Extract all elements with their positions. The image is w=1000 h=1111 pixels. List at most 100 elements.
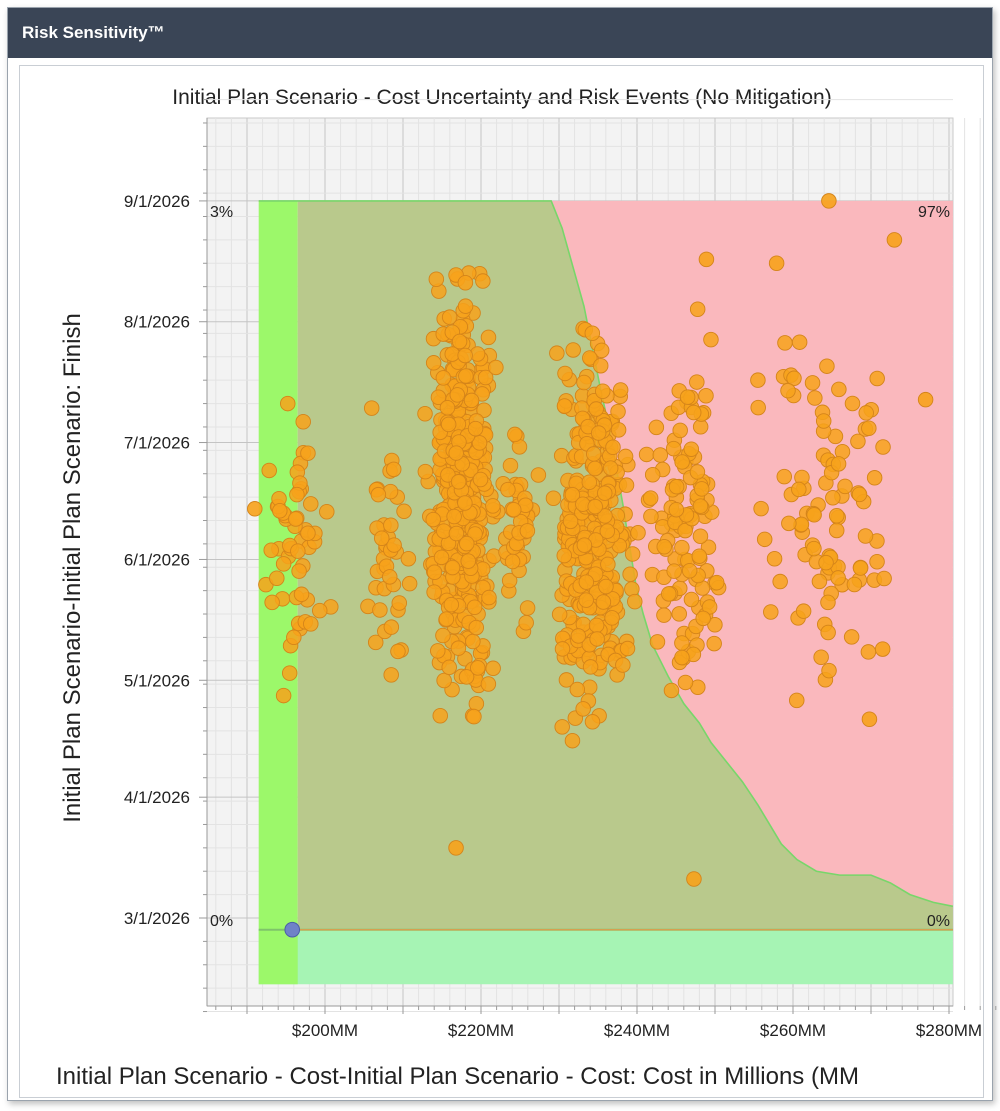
scatter-point [291,563,307,579]
scatter-point [390,643,406,660]
scatter-point [788,692,805,709]
scatter-point [665,440,682,457]
scatter-point [663,682,680,699]
scatter-point [674,539,690,556]
scatter-point [846,576,863,593]
scatter-point [588,401,604,417]
scatter-point [530,467,547,483]
scatter-point [450,474,467,490]
scatter-point [570,628,587,644]
scatter-point [610,403,626,420]
scatter-point [457,275,474,291]
scatter-point [465,633,481,650]
scatter-point [844,395,861,412]
scatter-point [766,551,783,567]
scatter-point [500,481,516,498]
scatter-point [425,355,442,371]
y-axis-label: Initial Plan Scenario-Initial Plan Scena… [59,313,86,823]
scatter-point [656,607,672,623]
scatter-point [391,595,408,611]
scatter-point [599,523,616,539]
scatter-point [439,399,456,416]
scatter-point [643,508,659,525]
scatter-point [381,569,398,585]
scatter-point [269,570,285,587]
scatter-point [830,456,847,472]
scatter-points [247,193,934,938]
scatter-point [435,370,452,386]
scatter-point [457,495,473,511]
scatter-point [505,501,522,518]
scatter-point [426,584,442,600]
scatter-point [821,193,837,209]
scatter-point [549,345,565,361]
scatter-point [851,486,868,503]
scatter-point [400,550,417,567]
scatter-point [581,474,598,491]
scatter-point [443,596,460,613]
scatter-point [401,575,418,592]
scatter-point [706,635,722,652]
scatter-point [850,433,866,450]
chart-title: Initial Plan Scenario - Cost Uncertainty… [172,86,831,109]
scatter-point [595,594,612,610]
scatter-point [518,615,534,631]
scatter-point [459,535,475,552]
scatter-point [444,559,461,576]
scatter-point [564,487,581,503]
x-tick-label: $200MM [292,1021,358,1040]
scatter-point [703,331,719,348]
scatter-point [551,606,568,623]
scatter-point [426,564,443,580]
scatter-point [594,383,611,400]
scatter-point [668,478,685,495]
scatter-point [557,365,573,382]
scatter-point [386,537,402,553]
scatter-point [661,586,677,602]
scatter-point [815,413,832,429]
scatter-point [674,649,690,666]
scatter-point [502,457,519,474]
scatter-point [300,445,316,461]
scatter-point [588,617,605,634]
scatter-point [556,547,573,564]
scatter-point [457,298,474,314]
scatter-point [708,574,725,591]
scatter-point [383,517,399,533]
scatter-point [813,649,829,666]
scatter-point [825,490,841,506]
scatter-point [433,549,450,566]
scatter-point [263,542,279,559]
scatter-point [619,640,636,657]
scatter-point [624,546,641,562]
scatter-point [440,467,456,483]
scatter-point [683,591,700,608]
scatter-point [652,447,669,463]
scatter-point [519,523,536,539]
scatter-point [689,464,706,480]
scatter-point [417,463,434,480]
scatter-point [602,460,619,476]
scatter-point [791,481,807,498]
scatter-point [876,570,892,587]
scatter-point [795,603,812,619]
scatter-point [436,672,452,689]
scatter-point [806,540,822,557]
scatter-point [565,342,581,358]
scatter-point [289,486,305,503]
scatter-point [383,619,400,635]
scatter-point [807,390,823,406]
scatter-point [501,572,518,589]
scatter-point [578,574,595,590]
scatter-point [430,643,446,659]
scatter-point [481,589,497,606]
scatter-point [370,486,387,503]
scatter-point [460,553,477,569]
scatter-point [576,537,593,553]
scatter-point [446,508,462,525]
scatter-point [644,467,661,483]
scatter-point [441,309,458,325]
scatter-point [476,402,492,418]
scatter-point [604,610,620,626]
scatter-point [772,573,788,590]
